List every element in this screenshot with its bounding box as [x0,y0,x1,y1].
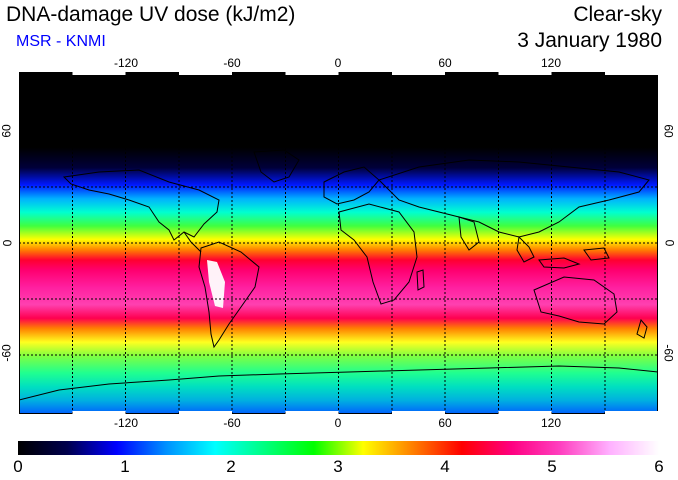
lon-tick-top: 60 [438,56,452,70]
map-canvas [19,72,658,414]
andes-high-uv-patch [207,260,225,308]
color-scale-bar [18,441,659,455]
frame-ticks [72,72,658,414]
scale-label: 4 [440,457,450,476]
lat-tick-left: 60 [0,124,14,138]
lon-tick-top: -60 [223,56,241,70]
scale-label: 1 [120,457,130,476]
lon-tick-top: 0 [334,56,342,70]
scale-label: 6 [654,457,664,476]
graticule [19,72,658,414]
coastlines [19,149,658,401]
lon-tick-top: -120 [113,56,139,70]
lon-tick-bottom: -60 [223,416,241,430]
uv-field [19,72,658,414]
scale-label: 3 [333,457,343,476]
map-title: DNA-damage UV dose (kJ/m2) [6,3,296,26]
scale-label: 5 [547,457,557,476]
lon-tick-bottom: 120 [540,416,562,430]
lon-tick-bottom: -120 [113,416,139,430]
lat-tick-right: 60 [661,124,676,138]
lon-tick-bottom: 60 [438,416,452,430]
uv-dose-map [19,72,658,414]
lat-tick-right: -60 [661,344,676,362]
map-date: 3 January 1980 [517,29,662,52]
lon-tick-bottom: 0 [334,416,342,430]
lon-tick-top: 120 [540,56,562,70]
lat-tick-left: 0 [0,239,15,247]
scale-label: 0 [13,457,23,476]
lat-tick-left: -60 [0,344,14,362]
data-source-label: MSR - KNMI [16,33,106,50]
lat-tick-right: 0 [662,239,677,247]
sky-condition-label: Clear-sky [573,3,662,26]
scale-label: 2 [226,457,236,476]
